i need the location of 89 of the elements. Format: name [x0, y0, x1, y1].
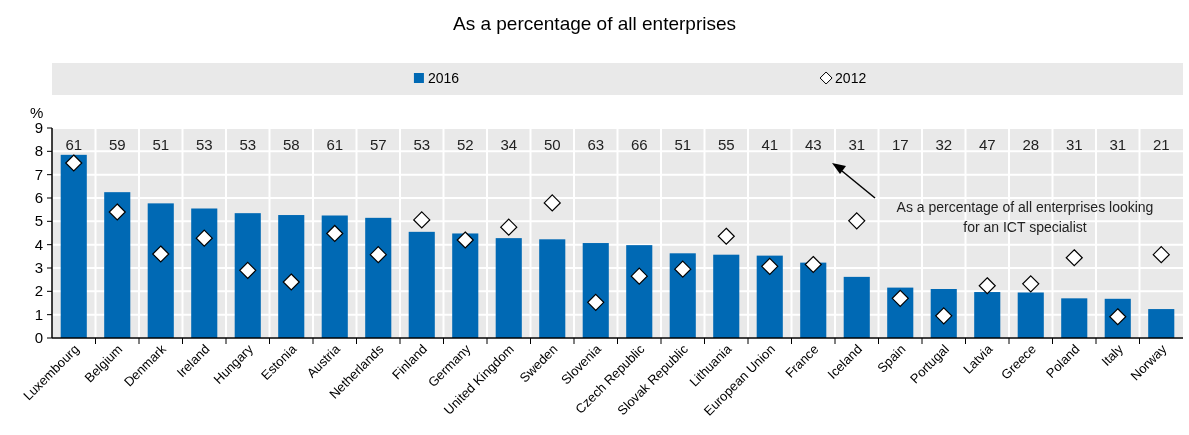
y-tick-label: 0	[34, 329, 43, 346]
bar	[1061, 298, 1088, 338]
y-tick-label: 1	[34, 305, 43, 323]
annotation: 43	[804, 136, 822, 153]
y-tick-label: 2	[34, 282, 43, 300]
annotation: 61	[65, 136, 83, 153]
y-axis-title: %	[30, 104, 44, 121]
bar	[1017, 292, 1044, 338]
point	[326, 224, 344, 243]
point	[674, 260, 692, 278]
annotation: 17	[891, 136, 909, 153]
bar	[800, 262, 827, 338]
annotation: 58	[282, 136, 300, 153]
y-tick-label: 5	[34, 212, 43, 230]
x-tick-label: Italy	[1098, 341, 1127, 369]
bar	[669, 253, 696, 338]
annotation: 51	[674, 136, 692, 153]
annotation: 51	[152, 136, 170, 153]
bar	[582, 243, 609, 338]
chart-title: As a percentage of all enterprises	[452, 13, 737, 34]
bar	[408, 231, 435, 338]
y-tick-label: 8	[34, 142, 43, 160]
annotation: 31	[1109, 136, 1127, 153]
bar	[843, 276, 870, 338]
y-tick-label: 4	[34, 235, 43, 253]
point	[761, 257, 779, 275]
bar	[626, 245, 653, 338]
annotation: 31	[848, 136, 866, 153]
point	[108, 203, 126, 221]
y-tick-label: 3	[34, 259, 43, 276]
point	[282, 273, 300, 291]
annotation: 31	[1065, 136, 1083, 153]
point	[195, 229, 213, 247]
legend-label: 2012	[835, 70, 867, 86]
y-tick-label: 7	[34, 165, 43, 183]
annotation: 57	[369, 136, 387, 153]
point	[1152, 246, 1170, 264]
point	[543, 194, 561, 212]
point	[848, 212, 866, 230]
point	[1065, 249, 1083, 267]
bar	[321, 215, 348, 338]
annotation: As a percentage of all enterprises looking for an ICT specialist	[896, 199, 1154, 235]
point	[500, 218, 518, 236]
bar	[495, 238, 522, 338]
bar	[1148, 309, 1175, 338]
annotation: 41	[761, 136, 779, 153]
annotation: 50	[543, 136, 561, 153]
annotation: 21	[1152, 136, 1170, 153]
point	[456, 231, 474, 249]
point	[978, 277, 996, 295]
point	[804, 255, 822, 274]
bar	[104, 192, 131, 338]
bar	[147, 203, 174, 338]
point	[630, 267, 648, 285]
bar	[234, 213, 261, 338]
y-tick-label: 9	[34, 119, 43, 136]
bar	[365, 217, 392, 338]
annotation: 34	[500, 136, 518, 153]
bar	[974, 292, 1001, 338]
annotation: 59	[108, 136, 126, 153]
bar	[713, 254, 740, 338]
annotation: 53	[239, 136, 257, 153]
annotation: 28	[1022, 136, 1040, 153]
annotation: 53	[195, 136, 213, 153]
bar	[191, 208, 218, 338]
legend-label: 2016	[427, 70, 460, 86]
annotation: 53	[413, 136, 431, 153]
y-tick-label: 6	[34, 189, 43, 206]
bar	[60, 154, 87, 338]
bar	[278, 215, 305, 338]
bar	[539, 239, 566, 338]
point	[587, 293, 605, 311]
annotation: 55	[717, 136, 735, 153]
point	[717, 227, 735, 245]
point	[152, 245, 170, 263]
annotation: 61	[326, 136, 344, 153]
point	[891, 289, 909, 307]
bar	[452, 233, 479, 338]
point	[413, 211, 431, 229]
annotation: 66	[630, 136, 648, 153]
point	[239, 261, 257, 279]
point	[369, 246, 387, 264]
point	[65, 154, 83, 172]
annotation: 47	[978, 136, 996, 153]
annotation: 52	[456, 136, 474, 153]
point	[1022, 275, 1040, 293]
annotation: 63	[587, 136, 605, 153]
bar	[756, 255, 783, 338]
annotation: 32	[935, 136, 953, 153]
